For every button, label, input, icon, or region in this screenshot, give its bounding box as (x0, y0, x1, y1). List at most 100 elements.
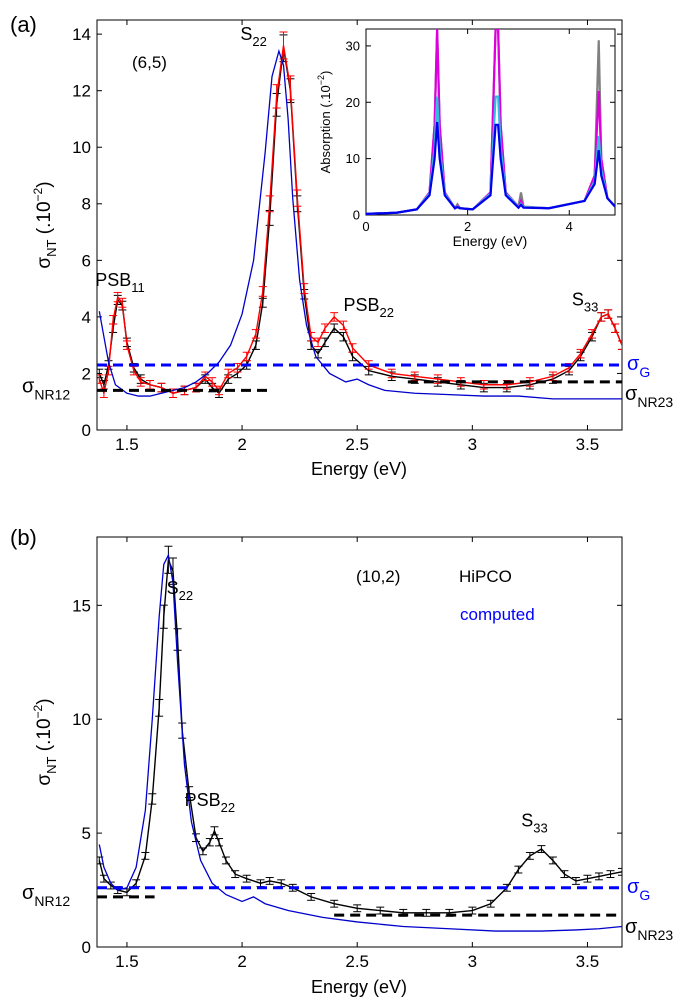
panel-b-y-axis-label: σNT (.10−2) (31, 698, 59, 785)
error-bar (339, 320, 348, 331)
peak-label: S33 (572, 290, 598, 315)
error-bar (604, 309, 613, 319)
x-tick-label: 2.5 (345, 952, 369, 971)
sigma-g-label: σG (627, 353, 650, 380)
sigma-nr12-label: σNR12 (22, 882, 70, 909)
panel-b-label: (b) (10, 525, 37, 550)
y-tick-label: 2 (82, 364, 91, 383)
inset-ylabel-exp: −2 (316, 75, 326, 85)
y-tick-label: 0 (353, 208, 360, 223)
error-bar (221, 856, 230, 865)
error-bar (348, 343, 357, 353)
y-tick-label: 6 (82, 251, 91, 270)
x-tick-label: 2.5 (345, 435, 369, 454)
error-bar (265, 195, 274, 213)
y-tick-label: 10 (72, 710, 91, 729)
ylabel-unit: (.10 (34, 201, 55, 239)
error-bar (141, 851, 150, 860)
panel-a-tube-label: (6,5) (132, 53, 167, 72)
panel-a-plot-frame (96, 19, 623, 431)
error-bar (208, 377, 217, 387)
error-bar (514, 865, 523, 874)
series-line (98, 48, 622, 400)
error-bar (618, 867, 622, 876)
error-bar (215, 385, 224, 396)
error-bar (387, 368, 396, 379)
x-tick-label: 2 (237, 952, 246, 971)
x-tick-label: 3 (468, 952, 477, 971)
inset-series-line (366, 121, 615, 215)
error-bar (148, 793, 157, 805)
x-tick-label: 3 (468, 435, 477, 454)
inset-x-axis-label: Energy (eV) (453, 233, 528, 249)
error-bar (314, 348, 323, 359)
error-bar (606, 870, 615, 879)
error-bar (320, 337, 329, 348)
inset-ylabel-text: Absorption (.10 (318, 85, 333, 173)
x-tick-label: 2 (237, 435, 246, 454)
y-tick-label: 20 (346, 95, 360, 110)
x-tick-label: 1.5 (115, 435, 139, 454)
error-bar (272, 84, 281, 109)
error-bar (320, 323, 329, 333)
panel-b-x-axis-label: Energy (eV) (311, 977, 407, 997)
error-bar (205, 838, 214, 847)
panel-a-axes: 1.5 2 2.5 3 3.5 0 2 4 6 8 10 12 14 (72, 20, 622, 454)
error-bar (597, 312, 606, 322)
error-bar (122, 340, 131, 350)
inset-frame (365, 28, 616, 216)
error-bar (525, 851, 534, 860)
error-bar (583, 874, 592, 883)
peak-label: S22 (167, 578, 193, 603)
ylabel-sub: NT (44, 239, 59, 256)
panel-a: (a) 1.5 2 2.5 3 3.5 0 2 4 6 8 10 12 14 (6,5) PSB11 S2… (10, 12, 673, 479)
error-bar (611, 323, 620, 333)
error-bar (215, 838, 224, 847)
svg-text:σNT (.10−2): σNT (.10−2) (31, 698, 59, 785)
error-bar (525, 377, 534, 387)
svg-text:Absorption (.10−2): Absorption (.10−2) (316, 71, 333, 174)
x-tick-label: 0 (362, 219, 369, 234)
y-tick-label: 30 (346, 38, 360, 53)
panel-b-peak-labels: S22 PSB22 S33 (167, 578, 548, 835)
inset-chart: 0 2 4 0 10 20 30 Energy (eV) Absorption (.10−2… (316, 28, 616, 249)
error-bar (364, 360, 373, 370)
peak-label: S33 (521, 810, 547, 835)
error-bar (265, 210, 274, 226)
error-bar (486, 899, 495, 908)
error-bar (242, 351, 251, 362)
y-tick-label: 0 (82, 421, 91, 440)
error-bar (594, 872, 603, 881)
error-bar (293, 189, 302, 207)
panel-b-axes: 1.5 2 2.5 3 3.5 0 5 10 15 (72, 537, 622, 971)
y-tick-label: 8 (82, 195, 91, 214)
x-tick-label: 4 (566, 219, 573, 234)
sigma-nr23-label: σNR23 (625, 916, 673, 943)
ylabel-main: σ (34, 774, 55, 786)
error-bar (330, 323, 339, 333)
panel-a-sigma-labels: σG σNR12 σNR23 (22, 353, 673, 410)
peak-label: PSB22 (343, 295, 394, 320)
error-bar (330, 312, 339, 322)
error-bar (353, 904, 362, 913)
inset-ylabel-close: ) (318, 71, 333, 75)
ylabel-exp: −2 (31, 704, 45, 718)
error-bar (198, 847, 207, 856)
ylabel-close: ) (34, 698, 55, 704)
error-bar (560, 870, 569, 879)
error-bar (537, 845, 546, 853)
panel-b-computed-label: computed (460, 605, 535, 624)
series-line (98, 559, 622, 914)
panel-a-x-axis-label: Energy (eV) (311, 459, 407, 479)
y-tick-label: 12 (72, 82, 91, 101)
y-tick-label: 14 (72, 25, 91, 44)
y-tick-label: 5 (82, 824, 91, 843)
sigma-nr12-label: σNR12 (22, 375, 70, 402)
peak-label: S22 (240, 24, 266, 49)
error-bar (286, 75, 295, 101)
sigma-nr23-label: σNR23 (625, 383, 673, 410)
error-bar (618, 340, 622, 350)
ylabel-close: ) (34, 181, 55, 187)
inset-y-axis-label: Absorption (.10−2) (316, 71, 333, 174)
